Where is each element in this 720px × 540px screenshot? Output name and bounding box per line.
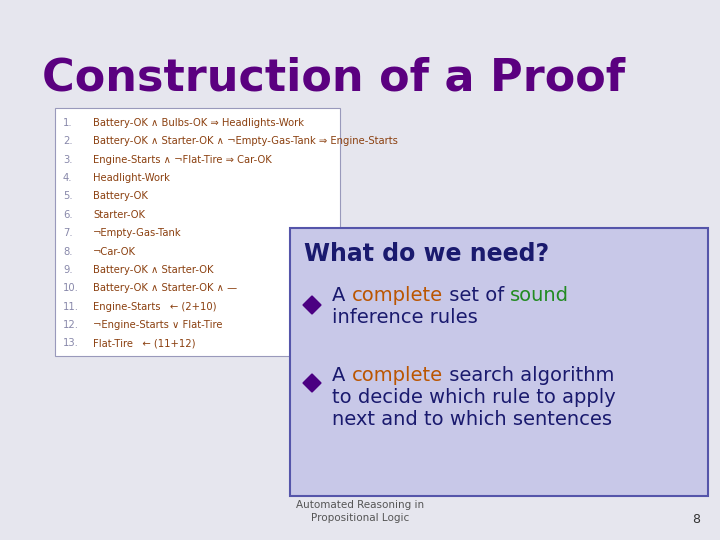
Text: set of: set of xyxy=(443,286,510,305)
Text: Battery-OK: Battery-OK xyxy=(93,192,148,201)
Text: Starter-OK: Starter-OK xyxy=(93,210,145,220)
FancyBboxPatch shape xyxy=(55,108,340,356)
Text: complete: complete xyxy=(351,366,443,385)
Text: A: A xyxy=(332,286,351,305)
Text: 9.: 9. xyxy=(63,265,73,275)
Text: ¬Engine-Starts ∨ Flat-Tire: ¬Engine-Starts ∨ Flat-Tire xyxy=(93,320,222,330)
Text: 4.: 4. xyxy=(63,173,73,183)
Polygon shape xyxy=(303,374,321,392)
FancyBboxPatch shape xyxy=(290,228,708,496)
Text: Construction of a Proof: Construction of a Proof xyxy=(42,57,625,99)
Text: 8.: 8. xyxy=(63,247,73,256)
Text: 12.: 12. xyxy=(63,320,79,330)
Text: to decide which rule to apply: to decide which rule to apply xyxy=(332,388,616,407)
Text: 2.: 2. xyxy=(63,137,73,146)
Text: 11.: 11. xyxy=(63,302,79,312)
Text: Flat-Tire   ← (11+12): Flat-Tire ← (11+12) xyxy=(93,339,196,348)
Text: ¬Car-OK: ¬Car-OK xyxy=(93,247,136,256)
Text: next and to which sentences: next and to which sentences xyxy=(332,410,612,429)
Text: Battery-OK ∧ Bulbs-OK ⇒ Headlights-Work: Battery-OK ∧ Bulbs-OK ⇒ Headlights-Work xyxy=(93,118,304,128)
Text: ¬Empty-Gas-Tank: ¬Empty-Gas-Tank xyxy=(93,228,181,238)
Text: inference rules: inference rules xyxy=(332,308,478,327)
Text: What do we need?: What do we need? xyxy=(304,242,549,266)
Text: 6.: 6. xyxy=(63,210,73,220)
Text: search algorithm: search algorithm xyxy=(443,366,614,385)
Text: A: A xyxy=(332,366,351,385)
Text: 8: 8 xyxy=(692,513,700,526)
Text: Battery-OK ∧ Starter-OK ∧ —: Battery-OK ∧ Starter-OK ∧ — xyxy=(93,284,237,293)
Text: Engine-Starts   ← (2+10): Engine-Starts ← (2+10) xyxy=(93,302,217,312)
Text: Automated Reasoning in: Automated Reasoning in xyxy=(296,500,424,510)
Text: Battery-OK ∧ Starter-OK: Battery-OK ∧ Starter-OK xyxy=(93,265,214,275)
Text: Propositional Logic: Propositional Logic xyxy=(311,513,409,523)
Text: 13.: 13. xyxy=(63,339,79,348)
Text: Engine-Starts ∧ ¬Flat-Tire ⇒ Car-OK: Engine-Starts ∧ ¬Flat-Tire ⇒ Car-OK xyxy=(93,155,271,165)
Text: complete: complete xyxy=(351,286,443,305)
Text: 3.: 3. xyxy=(63,155,73,165)
Text: 5.: 5. xyxy=(63,192,73,201)
Text: 1.: 1. xyxy=(63,118,73,128)
Text: Battery-OK ∧ Starter-OK ∧ ¬Empty-Gas-Tank ⇒ Engine-Starts: Battery-OK ∧ Starter-OK ∧ ¬Empty-Gas-Tan… xyxy=(93,137,398,146)
Text: 10.: 10. xyxy=(63,284,79,293)
Text: 7.: 7. xyxy=(63,228,73,238)
Text: sound: sound xyxy=(510,286,570,305)
Polygon shape xyxy=(303,296,321,314)
Text: Headlight-Work: Headlight-Work xyxy=(93,173,170,183)
